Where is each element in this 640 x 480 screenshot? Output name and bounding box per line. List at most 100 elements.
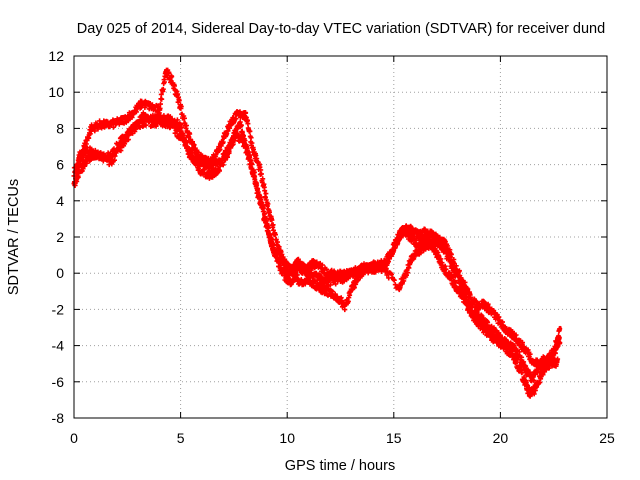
data-point [234, 114, 238, 118]
data-point [409, 235, 413, 239]
data-point [468, 296, 473, 301]
series-markers [71, 110, 563, 399]
data-point [200, 170, 204, 174]
data-point [498, 342, 502, 346]
data-point [149, 105, 153, 109]
data-point [460, 295, 464, 299]
chart-title: Day 025 of 2014, Sidereal Day-to-day VTE… [77, 21, 605, 37]
plot-frame [73, 55, 608, 419]
data-point [317, 264, 321, 268]
data-point [225, 152, 230, 156]
data-point [283, 262, 287, 266]
data-series [71, 67, 563, 399]
data-point [447, 273, 451, 277]
data-point [332, 273, 336, 277]
data-point [97, 123, 102, 127]
data-point [556, 360, 560, 364]
data-point [294, 275, 298, 279]
data-point [535, 385, 539, 389]
data-point [473, 316, 477, 321]
data-point [249, 163, 253, 167]
data-point [398, 231, 402, 235]
data-point [349, 271, 353, 275]
series-markers [71, 111, 561, 384]
data-point [454, 284, 458, 288]
data-point [89, 126, 93, 130]
series-1 [71, 111, 561, 384]
data-point [449, 255, 453, 259]
data-point [417, 233, 421, 237]
data-point [424, 229, 428, 234]
x-tick-label: 5 [177, 430, 185, 446]
data-point [520, 344, 524, 348]
series-3 [71, 110, 563, 399]
data-point [142, 114, 146, 118]
axis-ticks: 0 5 10 15 20 25 -8 -6 -4 -2 0 2 4 6 8 10 12 [48, 48, 615, 446]
data-point [488, 307, 492, 311]
data-point [323, 280, 328, 284]
data-point [179, 124, 183, 129]
data-point [481, 302, 485, 306]
data-point [441, 264, 445, 268]
data-point [306, 278, 311, 283]
data-point [558, 336, 562, 340]
data-point [277, 248, 281, 252]
y-tick-label: 4 [56, 193, 64, 209]
data-point [311, 262, 315, 266]
data-point [404, 226, 409, 230]
data-point [134, 123, 138, 127]
data-point [217, 166, 221, 170]
data-point [208, 173, 213, 178]
data-point [238, 121, 242, 125]
data-point [554, 347, 558, 351]
data-point [415, 249, 419, 254]
data-point [430, 233, 434, 237]
data-point [326, 271, 330, 275]
data-point [215, 150, 219, 154]
data-point [511, 353, 515, 357]
data-point [396, 286, 400, 290]
y-tick-label: 0 [56, 265, 64, 281]
data-point [355, 275, 360, 279]
data-point [547, 358, 552, 362]
data-point [83, 144, 87, 149]
data-point [392, 244, 396, 248]
data-point [541, 369, 545, 373]
data-point [287, 280, 291, 284]
data-point [479, 324, 483, 328]
data-point [532, 362, 537, 366]
data-point [76, 172, 80, 176]
data-point [517, 367, 522, 371]
y-tick-label: 6 [56, 157, 64, 173]
x-tick-label: 25 [599, 430, 615, 446]
data-point [100, 153, 104, 158]
data-point [268, 235, 272, 239]
y-tick-label: -4 [52, 338, 65, 354]
data-point [106, 123, 110, 127]
data-point [245, 115, 249, 120]
data-point [530, 376, 534, 380]
data-point [221, 137, 225, 141]
data-point [123, 117, 127, 121]
data-point [176, 97, 181, 102]
data-point [343, 304, 347, 308]
x-tick-label: 20 [493, 430, 509, 446]
data-point [373, 266, 377, 270]
data-point [274, 257, 279, 261]
data-point [462, 282, 466, 286]
data-point [411, 229, 415, 234]
data-point [166, 123, 170, 127]
data-point [296, 260, 300, 264]
data-point [422, 246, 426, 250]
data-point [159, 119, 164, 123]
x-axis-label: GPS time / hours [285, 458, 395, 474]
data-point [349, 289, 353, 293]
data-point [456, 269, 460, 273]
data-point [108, 161, 112, 165]
data-point [228, 123, 232, 127]
data-point [517, 354, 522, 359]
y-axis-label: SDTVAR / TECUs [6, 179, 22, 295]
data-point [240, 112, 245, 116]
data-point [447, 257, 451, 261]
